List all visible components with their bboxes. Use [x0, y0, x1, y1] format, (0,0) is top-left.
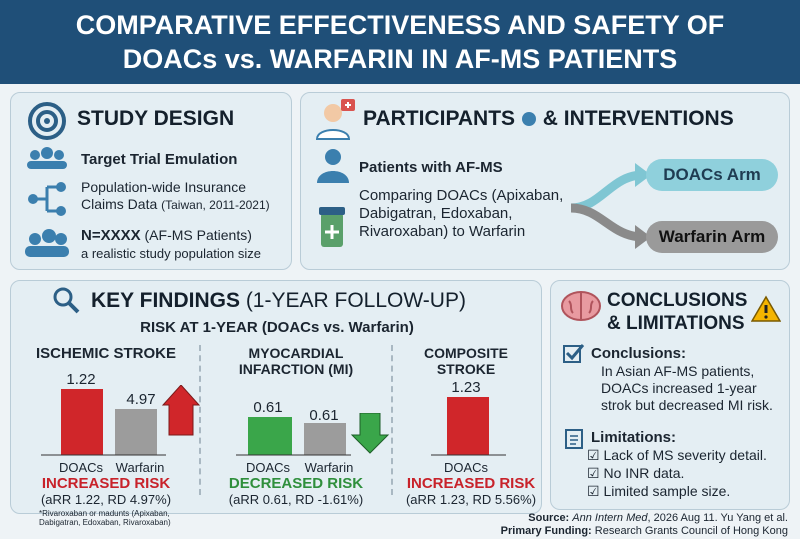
panel-title: KEY FINDINGS (1-YEAR FOLLOW-UP)	[91, 289, 466, 313]
arm: DOACs Arm	[646, 159, 778, 191]
findings-panel: KEY FINDINGS (1-YEAR FOLLOW-UP) RISK AT …	[10, 280, 542, 527]
globe-icon	[521, 112, 536, 126]
outcome-name: ISCHEMIC STROKE	[35, 345, 176, 362]
label: Source:	[528, 512, 570, 524]
study-design-panel: STUDY DESIGN Target Trial Emulation Popu…	[10, 92, 292, 270]
item: Target Trial Emulation	[81, 151, 238, 168]
value-label: 1.23	[451, 379, 481, 396]
funding-text: Research Grants Council of Hong Kong	[594, 525, 788, 537]
value-label: 0.61	[253, 399, 283, 416]
source: Source: Ann Intern Med, 2026 Aug 11. Yu …	[501, 512, 788, 525]
icons	[317, 149, 349, 247]
limitation: ☑ No INR data.	[587, 465, 685, 481]
limitation-text: Lack of MS severity detail.	[603, 447, 767, 463]
group-label: Warfarin	[304, 460, 354, 475]
limitation-text: Limited sample size.	[603, 483, 731, 499]
footer: Source: Ann Intern Med, 2026 Aug 11. Yu …	[501, 512, 788, 538]
title-text: KEY FINDINGS	[91, 289, 240, 312]
stats: (aRR 0.61, RD -1.61%)	[228, 492, 364, 507]
title-line: COMPARATIVE EFFECTIVENESS AND SAFETY OF	[75, 10, 725, 40]
group-label: DOACs	[58, 460, 104, 475]
funding: Primary Funding: Research Grants Council…	[501, 525, 788, 538]
outcome-name: MYOCARDIAL INFARCTION (MI)	[238, 345, 354, 377]
section-head: Limitations:	[591, 429, 676, 446]
bars	[41, 385, 201, 456]
verdict: INCREASED RISK	[41, 475, 171, 492]
group-label: DOACs	[443, 460, 489, 475]
search-icon	[53, 287, 80, 314]
arrows	[571, 163, 651, 249]
item-note: (Taiwan, 2011-2021)	[161, 198, 270, 212]
stats: (aRR 1.23, RD 5.56%)	[405, 492, 537, 507]
source-text: , 2026 Aug 11. Yu Yang et al.	[647, 512, 788, 524]
item-sub: a realistic study population size	[81, 246, 261, 261]
group-label: Warfarin	[115, 460, 165, 475]
conclusions-panel: CONCLUSIONS & LIMITATIONS Conclusions: I…	[550, 280, 790, 510]
target-icon	[28, 102, 66, 140]
limitation: ☑ Limited sample size.	[587, 483, 731, 499]
value-label: 0.61	[309, 407, 339, 424]
limitations: ☑ Lack of MS severity detail. ☑ No INR d…	[587, 447, 767, 500]
limitation: ☑ Lack of MS severity detail.	[587, 447, 767, 463]
value-label: 1.22	[66, 371, 96, 388]
clipboard-icon	[565, 429, 583, 449]
icons	[25, 147, 69, 257]
journal: Ann Intern Med	[572, 512, 648, 524]
title-note: (1-YEAR FOLLOW-UP)	[245, 289, 466, 312]
population: Patients with AF-MS	[359, 159, 503, 176]
header: COMPARATIVE EFFECTIVENESS AND SAFETY OF …	[0, 0, 800, 84]
panel-title: CONCLUSIONS & LIMITATIONS	[607, 290, 748, 334]
panel-title: STUDY DESIGN	[77, 107, 235, 130]
stats: (aRR 1.22, RD 4.97%)	[40, 492, 172, 507]
divider	[199, 345, 201, 495]
limitation-text: No INR data.	[603, 465, 685, 481]
verdict: DECREASED RISK	[228, 475, 364, 492]
brain-icon	[561, 291, 601, 321]
subtitle: RISK AT 1-YEAR (DOACs vs. Warfarin)	[140, 319, 414, 336]
participants-panel: PARTICIPANTS & INTERVENTIONS Patients wi…	[300, 92, 790, 270]
label: Primary Funding:	[500, 525, 592, 537]
check-icon	[563, 344, 585, 363]
doctor-icon	[315, 99, 355, 140]
item-text: N=XXXX	[81, 227, 141, 244]
bars	[431, 397, 506, 456]
value-label: 4.97	[126, 391, 156, 408]
item: Population-wide Insurance Claims Data (T…	[81, 179, 291, 214]
warning-icon	[751, 295, 781, 322]
item: N=XXXX (AF-MS Patients)	[81, 227, 252, 244]
footnote: *Rivaroxaban or madunts (Apixaban, Dabig…	[39, 509, 171, 527]
outcome-name: COMPOSITE STROKE	[423, 345, 508, 377]
item-note: (AF-MS Patients)	[144, 227, 252, 243]
section-head: Conclusions:	[591, 345, 687, 362]
bars	[236, 413, 390, 456]
comparison: Comparing DOACs (Apixaban, Dabigatran, E…	[359, 187, 564, 240]
group-label: DOACs	[245, 460, 291, 475]
item-text: Population-wide Insurance Claims Data	[81, 179, 246, 212]
panel-title: PARTICIPANTS & INTERVENTIONS	[363, 107, 734, 131]
arm: Warfarin Arm	[646, 221, 778, 253]
title-part: & INTERVENTIONS	[542, 107, 734, 130]
conclusion-text: In Asian AF-MS patients, DOACs increased…	[601, 363, 773, 413]
title-part: PARTICIPANTS	[363, 107, 516, 130]
verdict: INCREASED RISK	[406, 475, 536, 492]
divider	[391, 345, 393, 495]
title-line: DOACs vs. WARFARIN IN AF-MS PATIENTS	[122, 44, 678, 74]
